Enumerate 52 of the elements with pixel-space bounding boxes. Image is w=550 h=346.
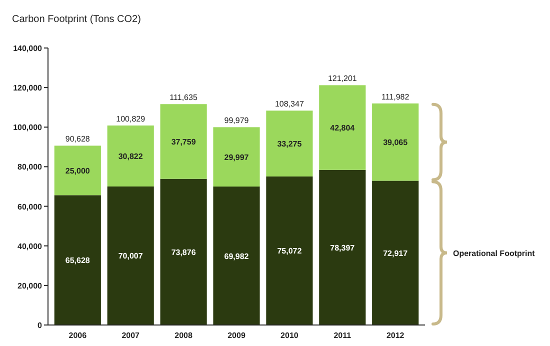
bar bbox=[372, 180, 419, 325]
y-tick-label: 40,000 bbox=[18, 242, 43, 251]
bar bbox=[160, 178, 207, 325]
bar bbox=[107, 186, 154, 325]
x-tick-label: 2012 bbox=[386, 331, 405, 340]
data-label: 25,000 bbox=[65, 166, 90, 176]
data-label: 72,917 bbox=[383, 248, 408, 258]
bar bbox=[213, 127, 260, 187]
bar bbox=[266, 110, 313, 176]
total-label: 90,628 bbox=[65, 134, 90, 144]
y-tick-label: 140,000 bbox=[13, 44, 43, 53]
bar bbox=[319, 85, 366, 170]
y-tick-label: 60,000 bbox=[18, 202, 43, 212]
total-label: 99,979 bbox=[224, 116, 250, 126]
data-label: 69,982 bbox=[224, 252, 250, 261]
chart-title: Carbon Footprint (Tons CO2) bbox=[12, 14, 141, 25]
y-tick-label: 120,000 bbox=[13, 84, 43, 93]
y-tick-label: 100,000 bbox=[13, 123, 43, 132]
data-label: 30,822 bbox=[118, 152, 144, 161]
total-label: 108,347 bbox=[274, 100, 304, 109]
data-label: 39,065 bbox=[383, 138, 408, 148]
bar bbox=[54, 146, 101, 196]
x-tick-label: 2008 bbox=[174, 331, 193, 340]
data-label: 73,876 bbox=[171, 248, 196, 257]
y-tick-label: 0 bbox=[38, 321, 43, 330]
data-label: 42,804 bbox=[330, 124, 356, 133]
bar bbox=[266, 176, 313, 325]
data-label: 78,397 bbox=[330, 243, 356, 252]
x-tick-label: 2010 bbox=[280, 331, 299, 340]
x-tick-label: 2006 bbox=[68, 331, 88, 340]
x-tick-label: 2007 bbox=[122, 331, 140, 340]
text: Operational Footprint bbox=[453, 248, 536, 258]
data-label: 37,759 bbox=[171, 137, 196, 146]
total-label: 111,982 bbox=[381, 92, 410, 102]
x-tick-label: 2009 bbox=[228, 331, 246, 340]
x-tick-label: 2011 bbox=[334, 331, 352, 340]
bar bbox=[372, 103, 419, 181]
y-tick-label: 80,000 bbox=[18, 162, 43, 172]
data-label: 33,275 bbox=[277, 140, 302, 149]
bar bbox=[107, 126, 154, 186]
bar bbox=[213, 186, 260, 325]
data-label: 75,072 bbox=[277, 246, 302, 256]
bar bbox=[160, 104, 207, 179]
y-tick-label: 20,000 bbox=[18, 281, 43, 290]
total-label: 111,635 bbox=[170, 93, 198, 102]
data-label: 70,007 bbox=[118, 252, 144, 261]
data-label: 29,997 bbox=[224, 152, 250, 162]
total-label: 121,201 bbox=[328, 74, 358, 84]
total-label: 100,829 bbox=[116, 114, 146, 124]
bar bbox=[319, 170, 366, 325]
data-label: 65,628 bbox=[65, 256, 90, 266]
bar bbox=[54, 195, 101, 325]
